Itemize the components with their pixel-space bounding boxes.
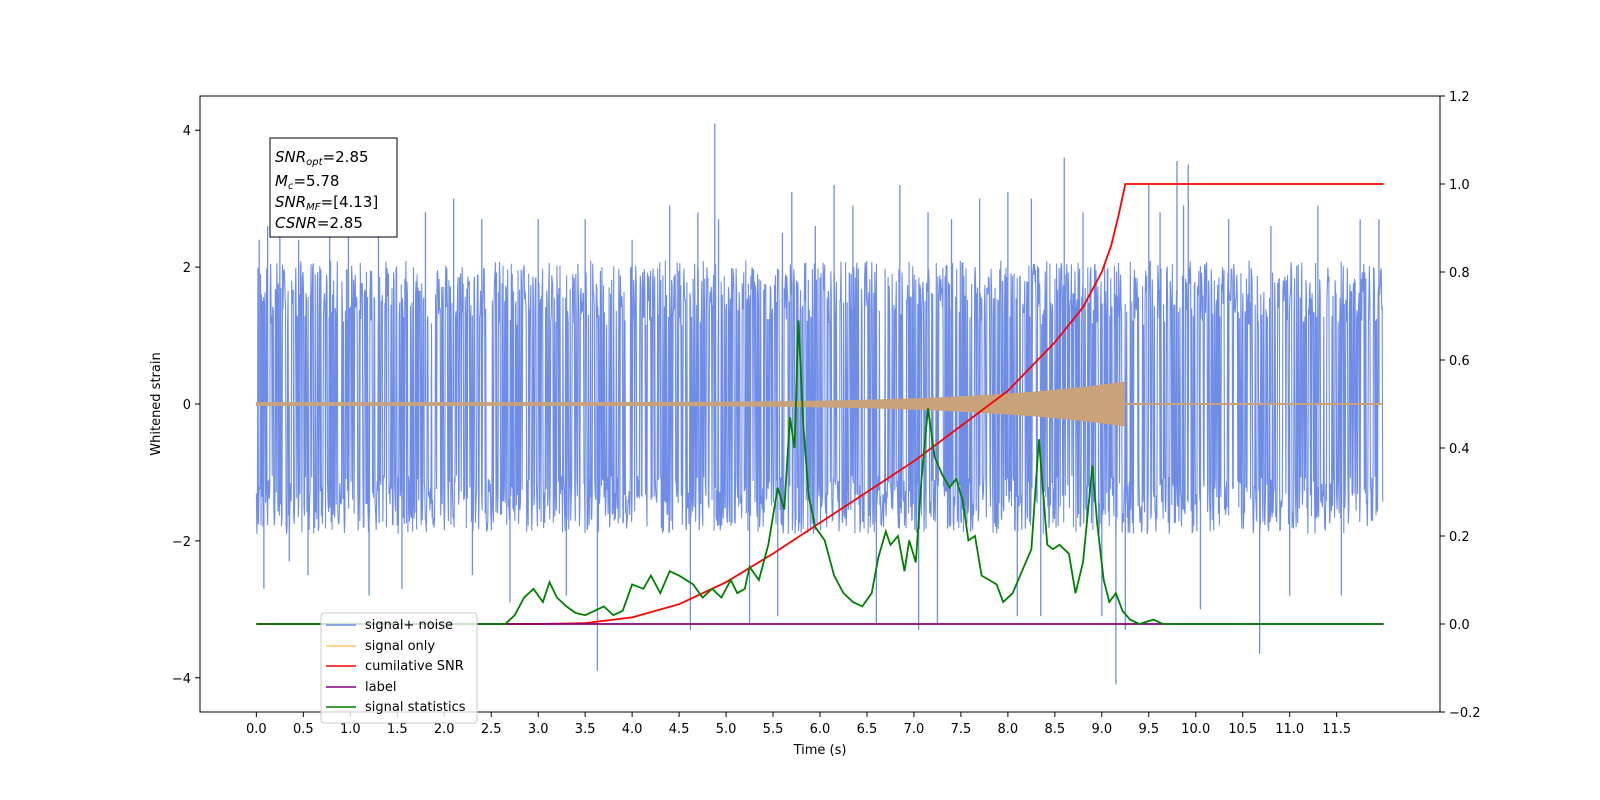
- x-tick-label-21: 10.5: [1228, 722, 1257, 737]
- x-tick-label-7: 3.5: [575, 722, 596, 737]
- plot-frame: [199, 95, 1441, 713]
- series-signal-only-chirp: [255, 381, 1125, 427]
- legend-label-cumulative-snr: cumilative SNR: [365, 659, 464, 674]
- legend-label-signal-statistics: signal statistics: [365, 700, 466, 715]
- x-tick-label-20: 10.0: [1181, 722, 1210, 737]
- annotation-line-mc: Mc=5.78: [275, 172, 339, 192]
- y-tick-label-3: 2: [183, 261, 191, 276]
- y2-tick-label-6: 1.0: [1449, 178, 1470, 193]
- x-tick-label-22: 11.0: [1275, 722, 1304, 737]
- series-signal-noise-line: [255, 260, 1384, 535]
- x-tick-label-23: 11.5: [1322, 722, 1351, 737]
- series-cumilative-snr-line: [256, 183, 1384, 625]
- x-tick-label-1: 0.5: [293, 722, 314, 737]
- x-tick-label-18: 9.0: [1091, 722, 1112, 737]
- legend-label-signal-noise: signal+ noise: [365, 618, 453, 633]
- x-tick-label-15: 7.5: [951, 722, 972, 737]
- y2-tick-label-2: 0.2: [1449, 530, 1470, 545]
- annotation-box: SNRopt=2.85 Mc=5.78 SNRMF=[4.13] CSNR=2.…: [269, 137, 398, 238]
- y2-tick-label-5: 0.8: [1449, 266, 1470, 281]
- y2-tick-label-0: −0.2: [1449, 706, 1481, 721]
- x-tick-label-5: 2.5: [481, 722, 502, 737]
- y2-tick-label-1: 0.0: [1449, 618, 1470, 633]
- y-tick-label-2: 0: [183, 398, 191, 413]
- x-tick-label-17: 8.5: [1045, 722, 1066, 737]
- legend-label-signal-only: signal only: [365, 639, 435, 654]
- series-signal-statistics-line: [256, 320, 1384, 625]
- annotation-line-csnr: CSNR=2.85: [275, 214, 363, 232]
- annotation-line-snr-opt: SNRopt=2.85: [275, 148, 369, 168]
- legend: signal+ noise signal only cumilative SNR…: [320, 612, 478, 724]
- x-tick-label-13: 6.5: [857, 722, 878, 737]
- x-tick-label-14: 7.0: [904, 722, 925, 737]
- x-axis-label: Time (s): [793, 743, 847, 758]
- y-axis-label: Whitened strain: [149, 352, 164, 455]
- y2-tick-label-4: 0.6: [1449, 354, 1470, 369]
- x-tick-label-19: 9.5: [1138, 722, 1159, 737]
- y-tick-label-0: −4: [172, 672, 191, 687]
- annotation-frame: [269, 137, 398, 238]
- x-tick-label-10: 5.0: [716, 722, 737, 737]
- legend-label-label: label: [365, 680, 396, 695]
- x-tick-label-8: 4.0: [622, 722, 643, 737]
- x-tick-label-4: 2.0: [434, 722, 455, 737]
- legend-frame: [320, 612, 478, 724]
- x-tick-label-12: 6.0: [810, 722, 831, 737]
- axes-layer: 0.0 0.5 1.0 1.5 2.0 2.5 3.0 3.5 4.0 4.5 5.0 5.5 6.0 6…: [172, 90, 1481, 737]
- y-tick-label-1: −2: [172, 535, 191, 550]
- y2-tick-label-7: 1.2: [1449, 90, 1470, 105]
- x-tick-label-2: 1.0: [340, 722, 361, 737]
- annotation-line-snr-mf: SNRMF=[4.13]: [275, 193, 378, 213]
- x-tick-label-11: 5.5: [763, 722, 784, 737]
- y-tick-label-4: 4: [183, 124, 191, 139]
- y2-tick-label-3: 0.4: [1449, 442, 1470, 457]
- x-tick-label-16: 8.0: [998, 722, 1019, 737]
- x-tick-label-9: 4.5: [669, 722, 690, 737]
- x-tick-label-0: 0.0: [246, 722, 267, 737]
- x-tick-label-3: 1.5: [387, 722, 408, 737]
- x-tick-label-6: 3.0: [528, 722, 549, 737]
